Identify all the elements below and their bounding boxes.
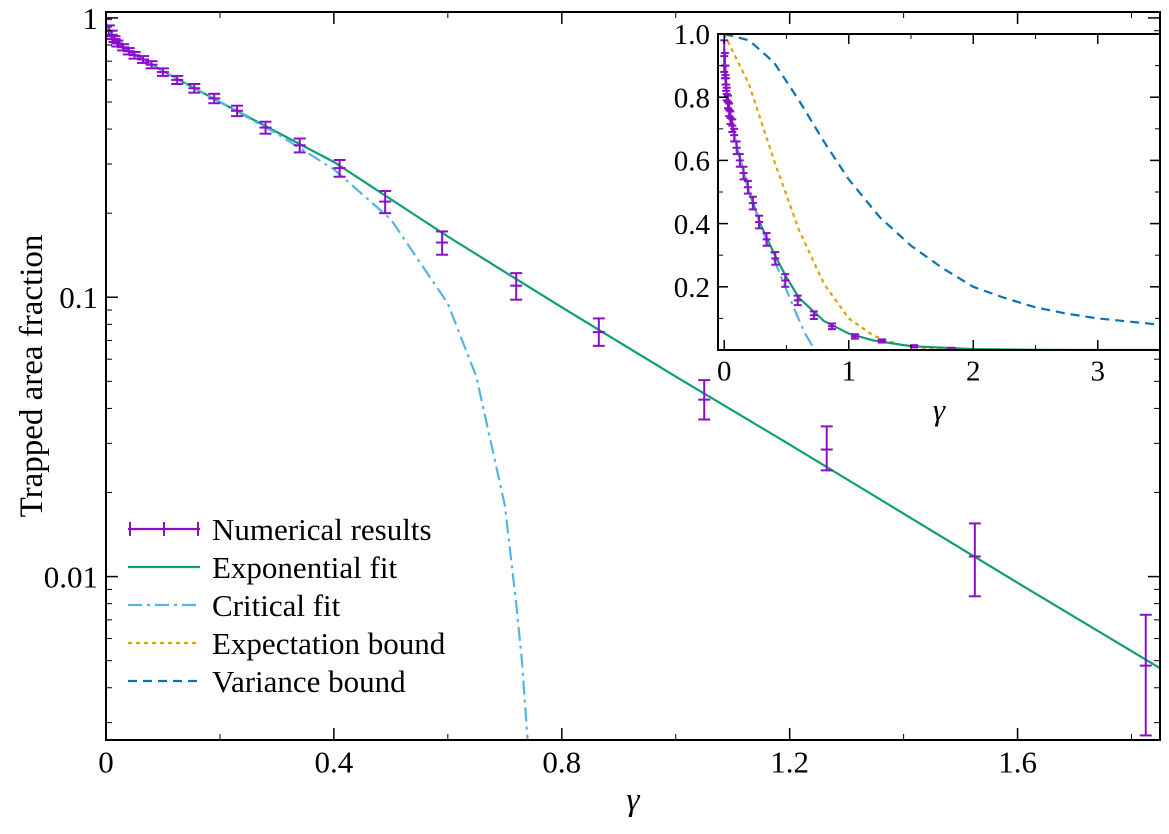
data-point — [188, 83, 201, 94]
y-tick-label: 1.0 — [674, 19, 710, 51]
legend-label: Exponential fit — [212, 550, 397, 585]
data-point — [128, 51, 141, 60]
data-point — [755, 214, 764, 230]
legend-entry: Variance bound — [128, 664, 406, 699]
data-point — [698, 379, 711, 421]
x-tick-label: 0 — [98, 745, 114, 780]
legend-label: Numerical results — [212, 512, 432, 547]
y-tick-label: 1 — [83, 1, 99, 36]
x-tick-label: 0 — [717, 355, 732, 387]
data-point — [827, 322, 836, 331]
data-point — [293, 137, 306, 154]
data-point — [231, 104, 244, 118]
data-point — [725, 102, 734, 118]
data-point — [722, 86, 731, 102]
data-point — [850, 333, 859, 340]
plot-frame — [105, 11, 1161, 741]
data-point — [510, 272, 523, 301]
data-point — [208, 92, 221, 105]
legend-entry: Numerical results — [128, 512, 432, 547]
y-tick-label: 0.8 — [674, 82, 710, 114]
data-point — [1139, 613, 1152, 737]
legend-entry: Expectation bound — [128, 626, 446, 661]
data-point — [748, 195, 757, 211]
inset-plot: 0 1 2 3 0.2 0.4 0.6 0.8 1.0 γ — [674, 19, 1161, 427]
x-tick-label: 1 — [841, 355, 856, 387]
data-point — [820, 425, 833, 472]
data-point — [947, 346, 956, 350]
data-point — [171, 74, 184, 86]
data-point — [379, 190, 392, 215]
data-point — [592, 317, 605, 347]
series-numerical-results — [106, 18, 1152, 737]
y-tick-label: 0.01 — [44, 559, 98, 594]
data-point — [781, 273, 790, 288]
data-point — [739, 165, 748, 181]
plot-background — [718, 34, 1160, 350]
x-tick-label: 0.8 — [542, 745, 581, 780]
data-point — [333, 158, 346, 178]
y-tick-label: 0.2 — [674, 272, 710, 304]
y-tick-label: 0.4 — [674, 209, 711, 241]
y-tick-label: 0.1 — [59, 280, 98, 315]
data-point — [968, 522, 981, 598]
data-point — [762, 232, 771, 247]
x-tick-label: 2 — [966, 355, 981, 387]
data-point — [877, 338, 886, 344]
series-expectation-bound — [723, 34, 1160, 350]
x-tick-label: 1.2 — [770, 745, 809, 780]
data-point — [436, 230, 449, 256]
data-point — [809, 310, 818, 321]
x-axis-label: γ — [933, 392, 946, 427]
series-numerical-results — [720, 39, 956, 350]
legend-label: Variance bound — [212, 664, 406, 699]
data-point — [137, 55, 150, 64]
data-point — [259, 120, 272, 135]
x-tick-label: 3 — [1090, 355, 1105, 387]
data-point — [156, 67, 169, 77]
x-axis-label: γ — [626, 782, 640, 818]
legend-entry: Exponential fit — [128, 550, 397, 585]
legend-label: Critical fit — [212, 588, 341, 623]
series-variance-bound — [723, 34, 1160, 326]
x-tick-label: 1.6 — [998, 745, 1037, 780]
data-point — [771, 251, 780, 266]
y-axis-label: Trapped area fraction — [14, 235, 50, 518]
plot-data-area — [106, 18, 1160, 740]
legend-label: Expectation bound — [212, 626, 446, 661]
legend-entry: Critical fit — [128, 588, 341, 623]
y-tick-label: 0.6 — [674, 146, 710, 178]
data-point — [145, 60, 158, 70]
data-point — [743, 179, 752, 195]
x-tick-label: 0.4 — [315, 745, 354, 780]
data-point — [793, 294, 802, 307]
